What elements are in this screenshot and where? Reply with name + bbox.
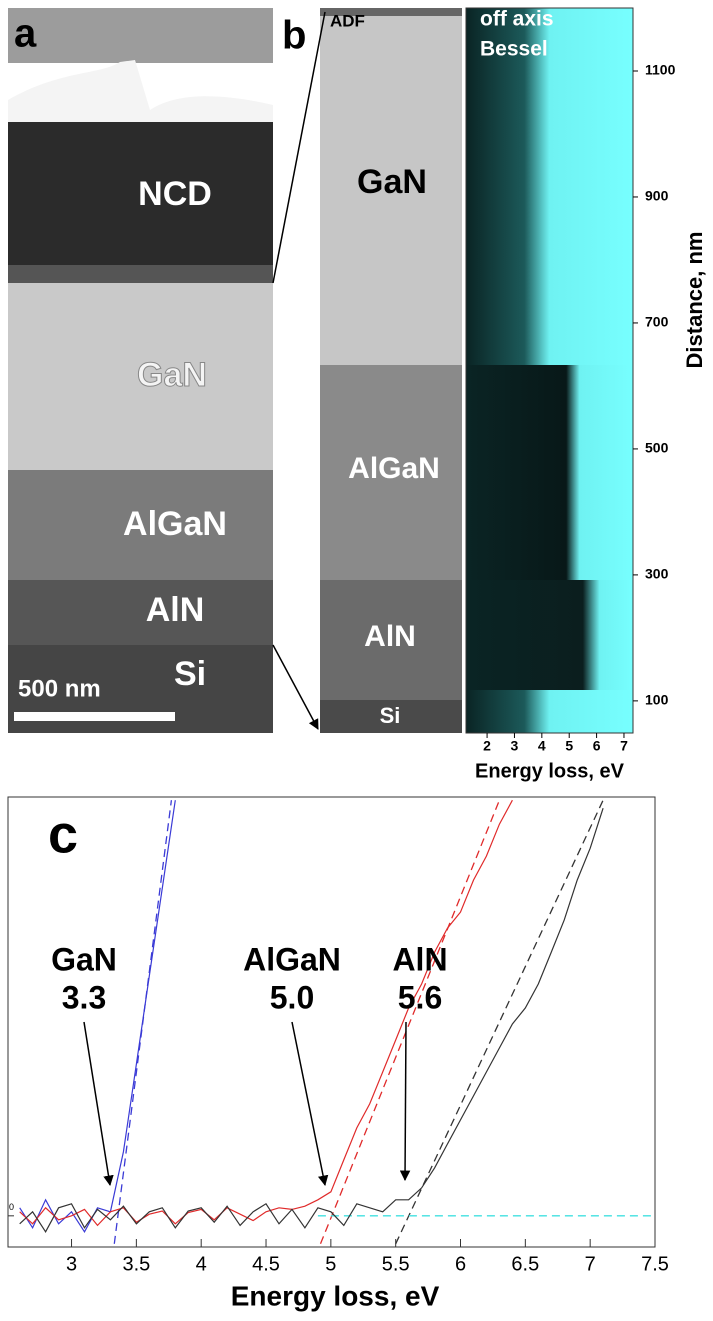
x-tick-label: 4.5 (252, 1253, 280, 1275)
panel-label: a (14, 12, 37, 56)
layer-label: GaN (137, 356, 207, 394)
data-line (19, 800, 176, 1233)
x-tick-label: 3 (66, 1253, 77, 1275)
annotation-name: AlN (392, 941, 447, 977)
panel-label: b (282, 14, 306, 58)
plot-frame (465, 7, 634, 734)
layer-label: AlN (146, 591, 205, 629)
y-tick-label: 700 (645, 314, 669, 330)
scale-bar-label: 500 nm (18, 675, 101, 702)
layer-label: AlGaN (123, 505, 227, 543)
panel-label: c (48, 804, 78, 864)
annotation: off axis (480, 8, 554, 31)
annotation-value: 3.3 (62, 979, 106, 1015)
layer-label: AlN (364, 620, 416, 653)
x-tick-label: 7.5 (641, 1253, 669, 1275)
spectrum-image (466, 8, 633, 733)
zoom-line (272, 11, 326, 284)
plot-frame (7, 796, 656, 1248)
annotation-arrow (83, 1021, 114, 1187)
detector-label: ADF (330, 11, 365, 30)
fit-line (319, 799, 501, 1245)
x-tick-label: 4 (538, 738, 546, 754)
data-line (19, 808, 604, 1233)
y-tick-label: 500 (645, 440, 669, 456)
annotation-arrow (291, 1021, 329, 1187)
x-axis-label: Energy loss, eV (231, 1280, 440, 1311)
panel-a-image (8, 8, 273, 733)
x-tick-label: 3 (511, 738, 519, 754)
y-axis-label: Distance, nm (682, 232, 707, 369)
y-tick-label: 1100 (645, 62, 676, 78)
annotation-arrow (399, 1021, 411, 1182)
annotation-value: 5.6 (398, 979, 442, 1015)
layer-label: NCD (138, 175, 212, 213)
panel-b-image (320, 8, 462, 733)
annotation-value: 5.0 (270, 979, 314, 1015)
layer-label: Si (380, 703, 401, 728)
x-tick-label: 7 (585, 1253, 596, 1275)
y-tick-label: 300 (645, 566, 669, 582)
annotation: Bessel (480, 38, 548, 61)
x-tick-label: 6 (593, 738, 601, 754)
y-tick-label: 900 (645, 188, 669, 204)
annotation-name: GaN (51, 941, 117, 977)
annotation-name: AlGaN (243, 941, 341, 977)
data-line (19, 799, 513, 1227)
x-tick-label: 5 (325, 1253, 336, 1275)
x-tick-label: 7 (620, 738, 628, 754)
x-tick-label: 5 (565, 738, 573, 754)
layer-label: AlGaN (348, 452, 440, 485)
x-tick-label: 4 (196, 1253, 207, 1275)
x-tick-label: 6 (455, 1253, 466, 1275)
x-tick-label: 6.5 (511, 1253, 539, 1275)
x-tick-label: 3.5 (122, 1253, 150, 1275)
layer-label: GaN (357, 163, 427, 201)
y-tick-label: 0 (9, 1202, 14, 1212)
x-tick-label: 5.5 (382, 1253, 410, 1275)
x-tick-label: 2 (483, 738, 491, 754)
x-axis-label: Energy loss, eV (475, 760, 625, 782)
zoom-arrow (272, 644, 319, 730)
y-tick-label: 100 (645, 692, 669, 708)
fit-line (395, 799, 604, 1245)
layer-label: Si (174, 655, 206, 693)
